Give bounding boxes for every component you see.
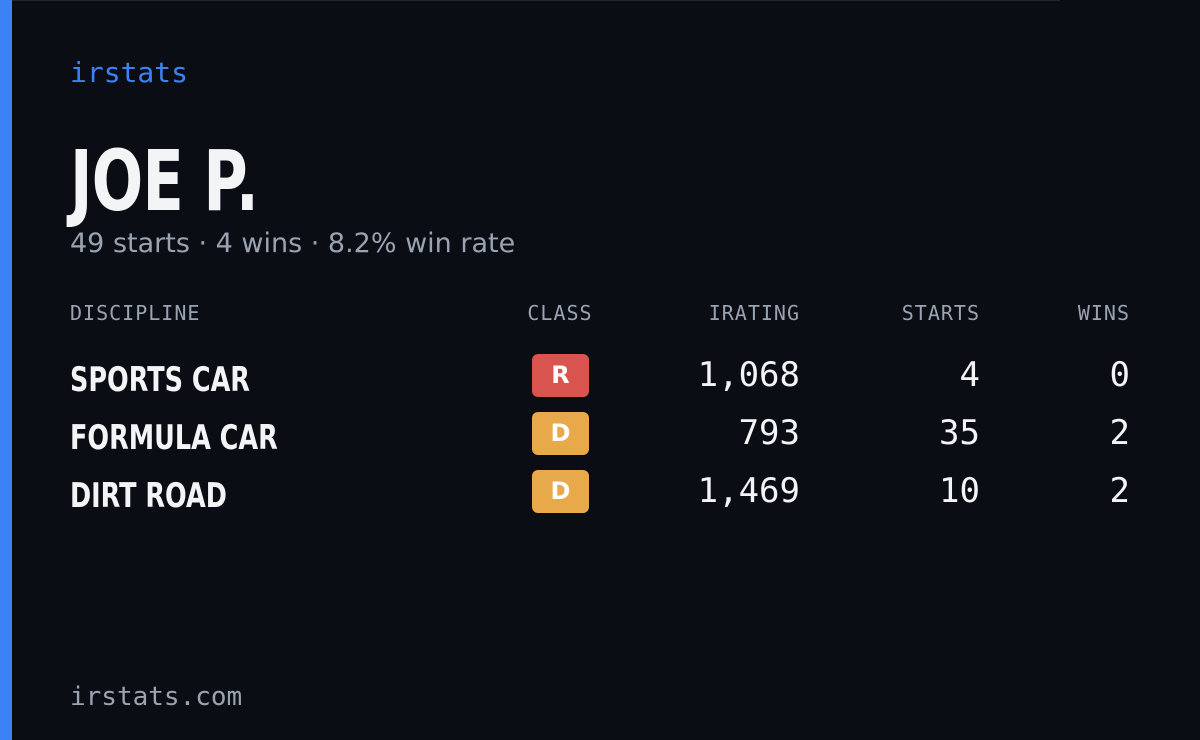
accent-bar bbox=[0, 0, 12, 740]
starts-cell: 35 bbox=[939, 413, 980, 453]
wins-cell: 0 bbox=[1109, 355, 1130, 395]
class-badge: D bbox=[532, 412, 589, 455]
column-header: WINS bbox=[1077, 301, 1130, 325]
summary: 49 starts · 4 wins · 8.2% win rate bbox=[70, 228, 516, 259]
column-header: DISCIPLINE bbox=[70, 301, 201, 325]
column-header: IRATING bbox=[708, 301, 800, 325]
discipline: FORMULA CAR bbox=[70, 418, 278, 458]
footer-link: irstats.com bbox=[70, 682, 243, 712]
irating-cell: 1,068 bbox=[697, 355, 800, 395]
irating-cell: 1,469 bbox=[697, 471, 800, 511]
starts-cell: 10 bbox=[939, 471, 980, 511]
discipline: DIRT ROAD bbox=[70, 476, 227, 516]
wins-cell: 2 bbox=[1109, 471, 1130, 511]
column-header: STARTS bbox=[901, 301, 980, 325]
divider bbox=[0, 0, 1060, 1]
column-header: CLASS bbox=[527, 301, 593, 325]
brand: irstats bbox=[70, 56, 189, 89]
class-badge: D bbox=[532, 470, 589, 513]
wins-cell: 2 bbox=[1109, 413, 1130, 453]
player-name: JOE P. bbox=[70, 132, 259, 230]
discipline: SPORTS CAR bbox=[70, 360, 250, 400]
class-badge: R bbox=[532, 354, 589, 397]
irating-cell: 793 bbox=[738, 413, 800, 453]
starts-cell: 4 bbox=[959, 355, 980, 395]
